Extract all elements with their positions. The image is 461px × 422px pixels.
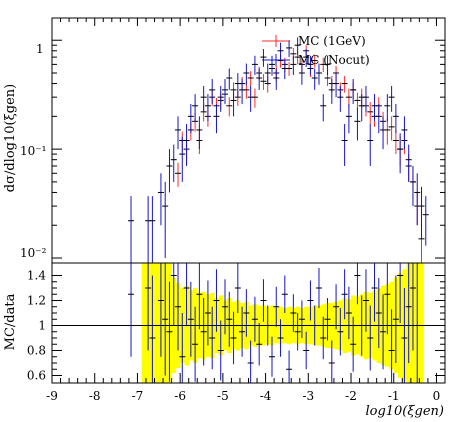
legend: MC (1GeV) MC (Nocut) (262, 34, 370, 67)
x-tick-label: -6 (174, 389, 186, 403)
x-tick-label: -4 (260, 389, 272, 403)
x-tick-label: -1 (388, 389, 400, 403)
band-segment (154, 263, 160, 383)
uncertainty-band (141, 263, 424, 383)
bottom-y-axis-label: MC/data (3, 293, 18, 350)
x-tick-label: -5 (217, 389, 229, 403)
top-y-tick-labels: 10⁻² 10⁻¹ 1 (20, 42, 47, 260)
top-plot-area (128, 37, 429, 263)
x-tick-label: -8 (89, 389, 101, 403)
band-segment (141, 263, 147, 383)
x-tick-label: -2 (345, 389, 357, 403)
top-panel-frame (51, 17, 446, 264)
x-tick-labels: -9 -8 -7 -6 -5 -4 -3 -2 -1 0 (46, 389, 440, 403)
bottom-y-tick-label: 1 (38, 319, 46, 333)
bottom-y-tick-label: 1.4 (27, 269, 46, 283)
x-tick-label: 0 (433, 389, 441, 403)
x-tick-label: -9 (46, 389, 58, 403)
bottom-ticks (51, 275, 446, 383)
y-tick-label-1: 1 (36, 42, 44, 56)
bottom-y-tick-label: 1.2 (27, 294, 46, 308)
bottom-y-tick-labels: 0.6 0.8 1 1.2 1.4 (27, 269, 46, 383)
x-tick-label: -7 (132, 389, 144, 403)
bottom-panel: 0.6 0.8 1 1.2 1.4 -9 -8 -7 -6 -5 -4 -3 -2 -1 0 MC/dat… (3, 262, 446, 419)
legend-label-mc-1gev: MC (1GeV) (298, 34, 366, 48)
top-y-ticks (51, 18, 446, 264)
top-panel: 10⁻² 10⁻¹ 1 dσ/dlog10(ξgen) MC (1GeV) MC… (3, 17, 446, 264)
bottom-plot-area (52, 263, 445, 383)
x-tick-label: -3 (302, 389, 314, 403)
legend-label-mc-nocut: MC (Nocut) (298, 53, 370, 67)
band-segment (419, 263, 424, 383)
top-y-axis-label: dσ/dlog10(ξgen) (3, 84, 18, 192)
bottom-y-tick-label: 0.6 (27, 369, 46, 383)
x-axis-label: log10(ξgen) (365, 404, 444, 419)
series-ratio-mc-nocut (128, 263, 421, 383)
series-mc-1gev (175, 45, 425, 263)
bottom-y-tick-label: 0.8 (27, 344, 46, 358)
y-tick-label-1e-2: 10⁻² (20, 246, 47, 260)
y-tick-label-1e-1: 10⁻¹ (20, 144, 46, 158)
series-mc-nocut (128, 37, 429, 263)
